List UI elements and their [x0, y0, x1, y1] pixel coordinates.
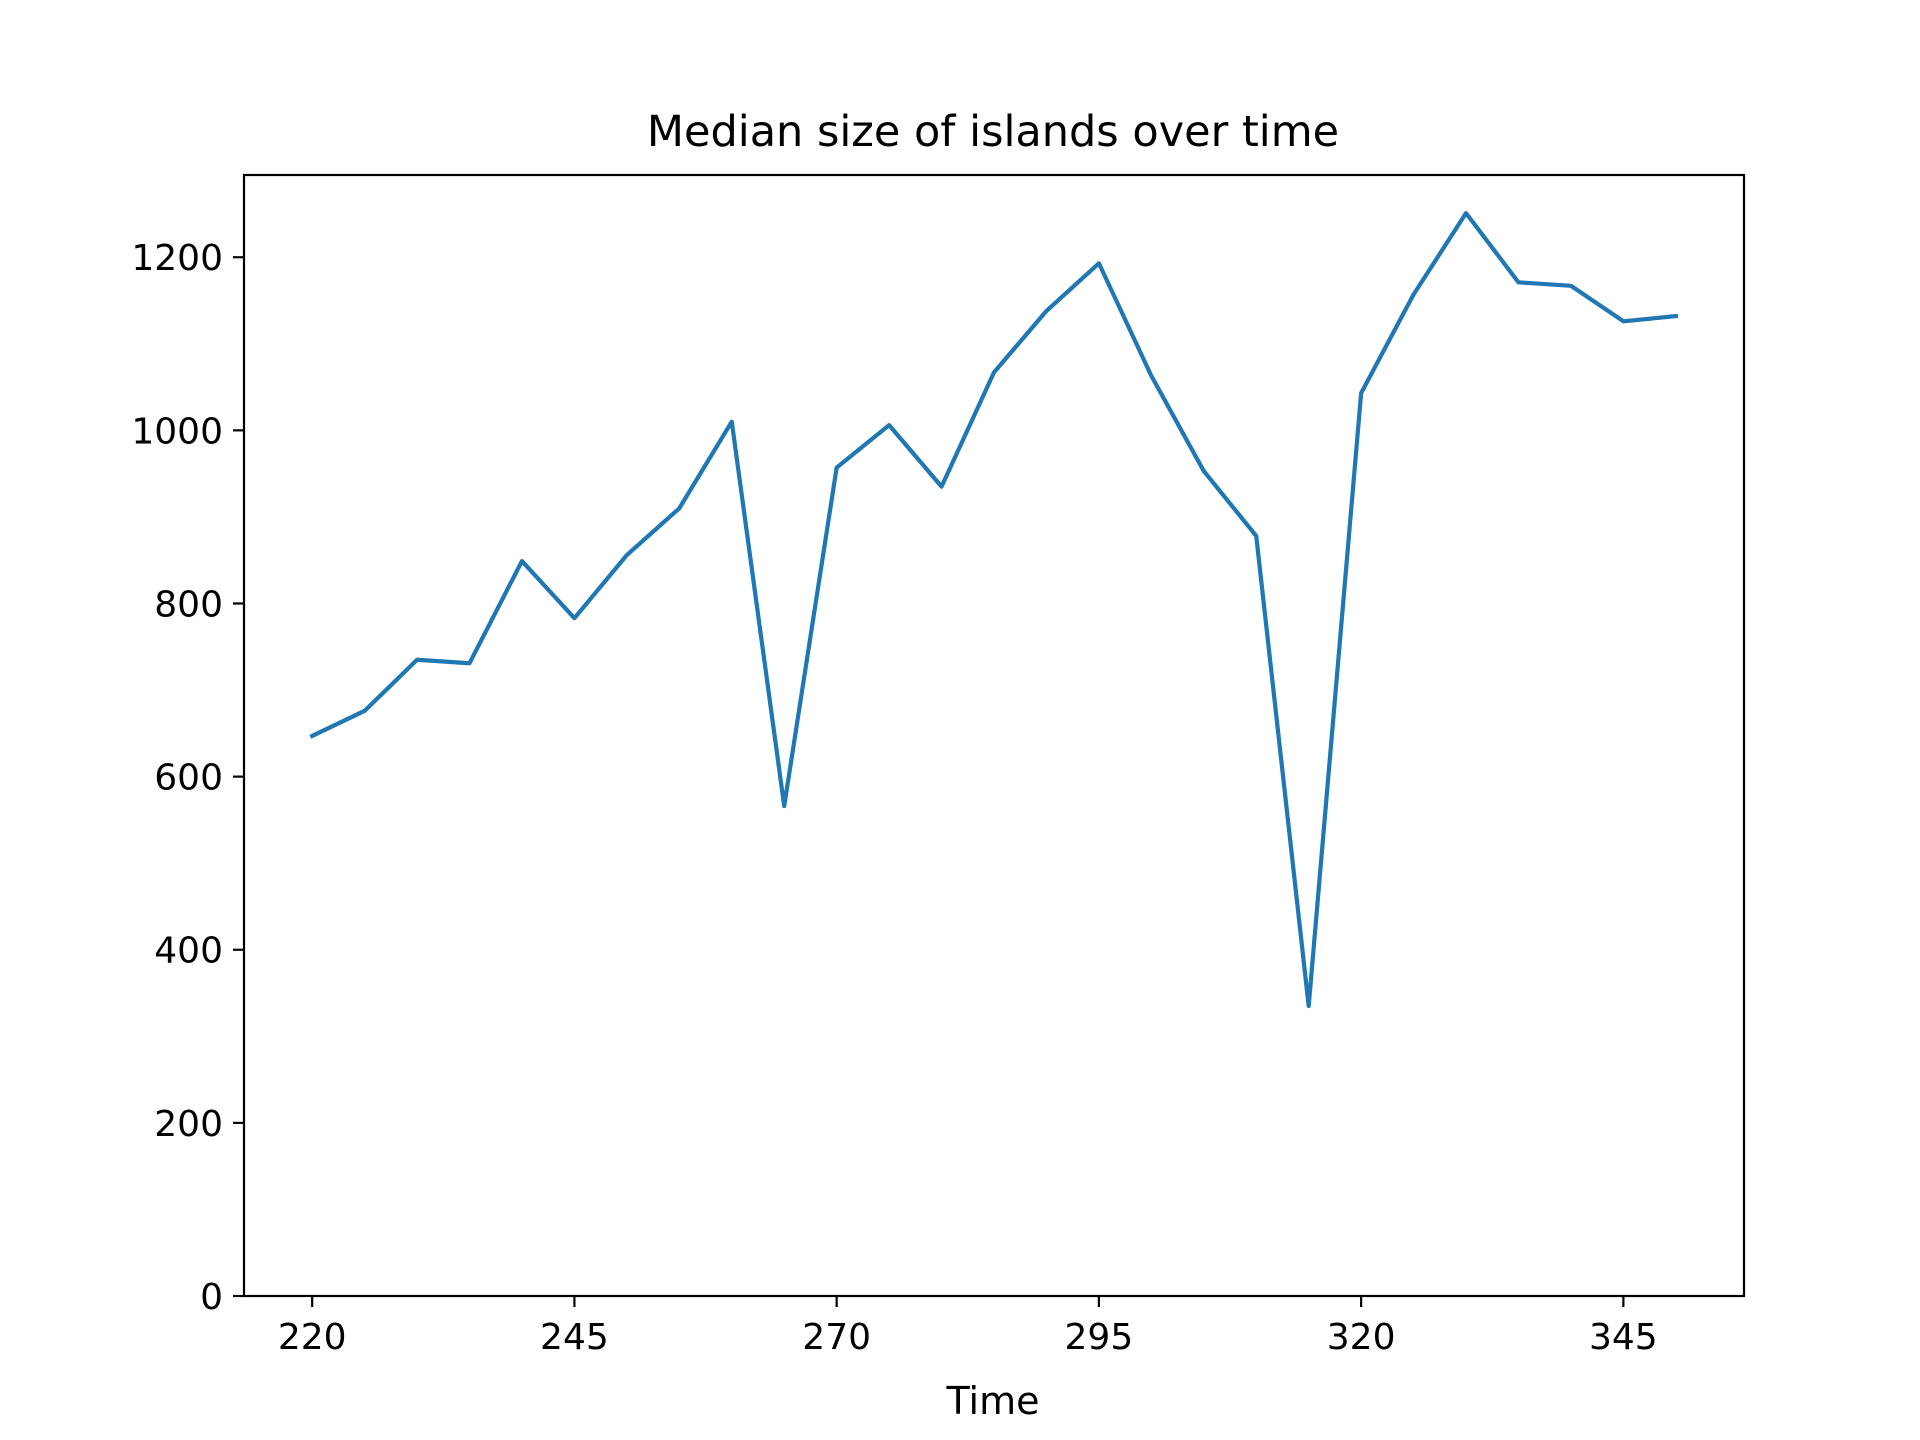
y-tick-label-800: 800 [154, 584, 223, 625]
x-tick-label-320: 320 [1327, 1317, 1396, 1358]
chart-title: Median size of islands over time [647, 107, 1339, 157]
plot-area: 220 245 270 295 320 345 0 200 400 600 800 1000 1200 [131, 173, 1746, 1358]
x-tick-label-270: 270 [802, 1317, 871, 1358]
y-tick-label-1200: 1200 [131, 238, 223, 279]
x-tick-label-295: 295 [1065, 1317, 1134, 1358]
y-tick-label-400: 400 [154, 931, 223, 972]
axes-frame [242, 173, 1746, 1298]
x-tick-label-245: 245 [540, 1317, 609, 1358]
y-tick-label-600: 600 [154, 758, 223, 799]
y-tick-label-200: 200 [154, 1104, 223, 1145]
x-axis-label: Time [946, 1379, 1040, 1423]
y-tick-label-1000: 1000 [131, 411, 223, 452]
x-tick-label-220: 220 [278, 1317, 347, 1358]
y-tick-label-0: 0 [200, 1277, 223, 1318]
series-line-0 [309, 210, 1679, 1009]
x-tick-label-345: 345 [1589, 1317, 1658, 1358]
